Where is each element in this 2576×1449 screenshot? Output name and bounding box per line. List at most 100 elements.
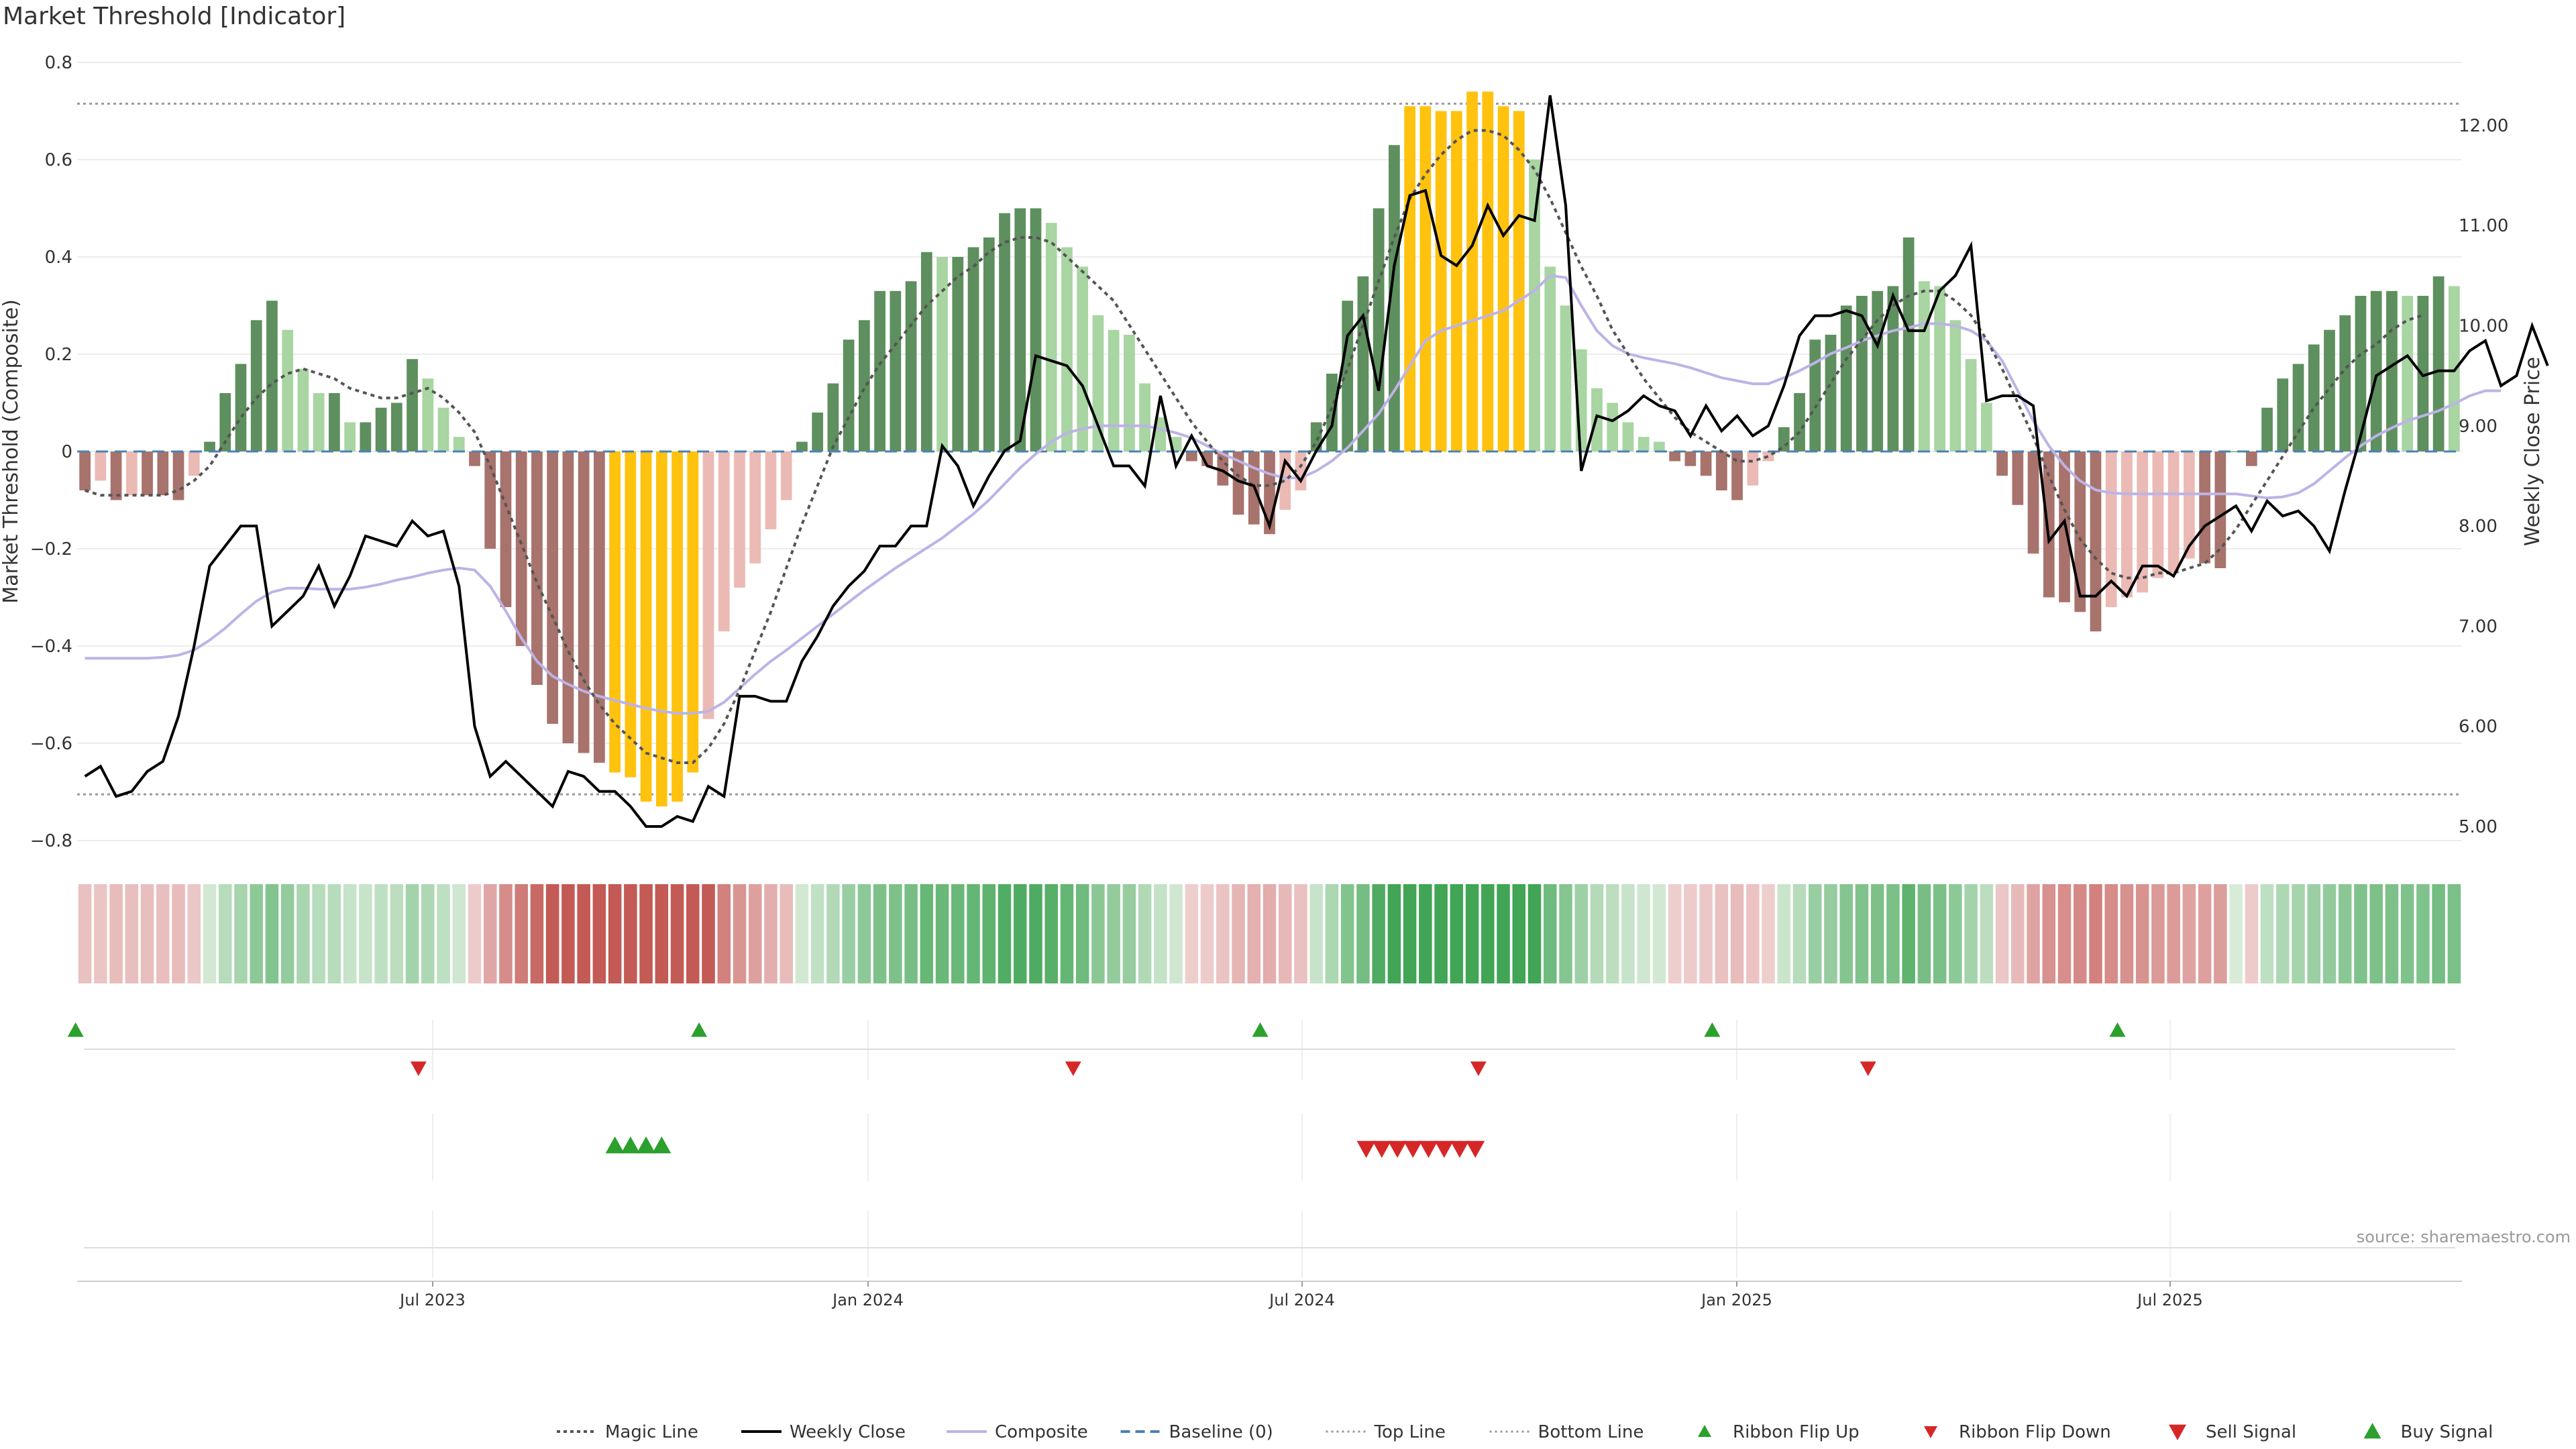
- ribbon-cell: [374, 884, 388, 983]
- ribbon-cell: [1590, 884, 1604, 983]
- composite-bar: [749, 451, 761, 564]
- ribbon-cell: [1247, 884, 1261, 983]
- ribbon-cell: [1855, 884, 1869, 983]
- composite-bar: [1715, 451, 1727, 490]
- ribbon-cell: [795, 884, 809, 983]
- composite-bar: [859, 320, 870, 451]
- composite-bar: [734, 451, 745, 588]
- ribbon-cell: [1824, 884, 1837, 983]
- ribbon-cell: [545, 884, 559, 983]
- ribbon-cell: [2292, 884, 2305, 983]
- ribbon-cell: [1340, 884, 1354, 983]
- left-tick-label: −0.2: [30, 539, 72, 559]
- sell-signal-marker: [1356, 1140, 1376, 1158]
- composite-bar: [1295, 451, 1307, 490]
- ribbon-cell: [125, 884, 139, 983]
- legend-label: Bottom Line: [1538, 1422, 1644, 1442]
- composite-bar: [905, 281, 917, 451]
- sell-signal-marker: [1434, 1140, 1454, 1158]
- ribbon-cell: [1621, 884, 1635, 983]
- composite-bar: [983, 237, 995, 451]
- ribbon-cell: [702, 884, 715, 983]
- ribbon-cell: [2354, 884, 2367, 983]
- ribbon-cell: [203, 884, 217, 983]
- composite-bar: [2245, 451, 2257, 466]
- ribbon-cell: [2416, 884, 2430, 983]
- ribbon-cell: [2307, 884, 2321, 983]
- composite-bar: [110, 451, 122, 500]
- ribbon-cell: [312, 884, 325, 983]
- ribbon-flip-down-marker: [1860, 1061, 1876, 1076]
- x-tick-label: Jul 2023: [398, 1291, 466, 1309]
- composite-bar: [204, 441, 215, 451]
- ribbon-cell: [1122, 884, 1136, 983]
- composite-bar: [79, 451, 91, 490]
- ribbon-cell: [2011, 884, 2025, 983]
- composite-bar: [547, 451, 559, 724]
- legend-item: Ribbon Flip Up: [1698, 1422, 1860, 1442]
- ribbon-cell: [733, 884, 747, 983]
- ribbon-cell: [1715, 884, 1729, 983]
- ribbon-cell: [2400, 884, 2414, 983]
- sell-signal-marker: [1450, 1140, 1469, 1158]
- ribbon-cell: [1263, 884, 1277, 983]
- composite-bar: [1045, 223, 1057, 451]
- ribbon-cell: [2260, 884, 2274, 983]
- ribbon-cell: [1216, 884, 1230, 983]
- composite-bar: [562, 451, 574, 743]
- ribbon-cell: [842, 884, 855, 983]
- ribbon-cell: [1699, 884, 1713, 983]
- ribbon-cell: [1013, 884, 1027, 983]
- ribbon-cell: [2073, 884, 2087, 983]
- ribbon-cell: [1917, 884, 1931, 983]
- composite-bar: [2261, 407, 2273, 451]
- legend-label: Magic Line: [605, 1422, 698, 1442]
- composite-bar: [1497, 106, 1509, 451]
- legend-item: Ribbon Flip Down: [1924, 1422, 2111, 1442]
- ribbon-cell: [1309, 884, 1323, 983]
- ribbon-cell: [904, 884, 918, 983]
- ribbon-cell: [2089, 884, 2102, 983]
- series-lines: [77, 95, 2549, 828]
- ribbon-cell: [2182, 884, 2196, 983]
- ribbon-cell: [810, 884, 824, 983]
- buy-signal-marker: [621, 1136, 640, 1154]
- legend-label: Ribbon Flip Down: [1959, 1422, 2111, 1442]
- ribbon-cell: [1605, 884, 1619, 983]
- ribbon-cell: [1574, 884, 1588, 983]
- ribbon-flip-up-marker: [67, 1022, 84, 1037]
- ribbon-cell: [234, 884, 248, 983]
- composite-bar: [1435, 111, 1447, 451]
- composite-bar: [1450, 111, 1462, 451]
- ribbon-cell: [437, 884, 450, 983]
- composite-bar: [1014, 208, 1026, 451]
- ribbon-cell: [670, 884, 684, 983]
- composite-bar: [1919, 281, 1930, 451]
- composite-bar: [515, 451, 527, 646]
- composite-bar: [672, 451, 683, 802]
- legend-swatch: [1698, 1425, 1711, 1437]
- right-tick-label: 10.00: [2459, 317, 2508, 337]
- ribbon-cell: [2369, 884, 2383, 983]
- right-tick-label: 8.00: [2459, 517, 2498, 537]
- ribbon-cell: [1169, 884, 1183, 983]
- ribbon-cell: [639, 884, 653, 983]
- composite-bar: [1185, 451, 1197, 462]
- composite-bar: [1482, 91, 1494, 451]
- composite-bar: [952, 257, 964, 451]
- ribbon-cell: [1995, 884, 2009, 983]
- x-tick-label: Jan 2025: [1700, 1291, 1772, 1309]
- ribbon-cell: [1403, 884, 1417, 983]
- legend-label: Baseline (0): [1169, 1422, 1273, 1442]
- composite-bar: [1638, 437, 1650, 451]
- ribbon-cell: [1964, 884, 1978, 983]
- ribbon-cell: [530, 884, 544, 983]
- composite-bar: [2199, 451, 2210, 564]
- ribbon-cell: [780, 884, 793, 983]
- composite-bar: [1980, 402, 1992, 451]
- legend-swatch: [2169, 1424, 2186, 1440]
- ribbon-cell: [1387, 884, 1401, 983]
- ribbon-cell: [78, 884, 92, 983]
- ribbon-cell: [1200, 884, 1214, 983]
- composite-bar: [2152, 451, 2164, 578]
